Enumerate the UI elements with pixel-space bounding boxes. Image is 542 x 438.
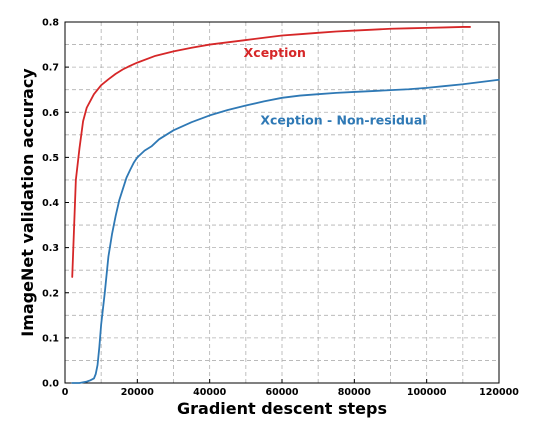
annotation-xception: Xception <box>244 45 306 60</box>
y-tick-label: 0.5 <box>42 153 59 164</box>
y-tick-label: 0.2 <box>42 288 59 299</box>
y-tick-label: 0.7 <box>42 63 59 74</box>
x-tick-label: 40000 <box>193 387 226 398</box>
y-tick-label: 0.4 <box>42 198 59 209</box>
y-tick-label: 0.8 <box>42 18 59 29</box>
y-tick-label: 0.3 <box>42 243 59 254</box>
y-axis-label: ImageNet validation accuracy <box>18 68 37 337</box>
x-axis-label: Gradient descent steps <box>177 399 387 418</box>
x-tick-label: 60000 <box>265 387 298 398</box>
x-tick-label: 80000 <box>338 387 371 398</box>
x-axis-ticks: 0 20000 40000 60000 80000 100000 120000 <box>62 379 520 398</box>
x-tick-label: 120000 <box>479 387 519 398</box>
series-layer <box>72 27 499 383</box>
y-tick-label: 0.1 <box>42 333 59 344</box>
series-annotations: Xception Xception - Non-residual <box>244 45 427 127</box>
x-tick-label: 100000 <box>407 387 447 398</box>
x-tick-label: 20000 <box>121 387 154 398</box>
x-tick-label: 0 <box>62 387 69 398</box>
annotation-xception-non-residual: Xception - Non-residual <box>260 112 426 127</box>
y-tick-label: 0.6 <box>42 108 59 119</box>
grid-lines <box>65 22 499 383</box>
y-tick-label: 0.0 <box>42 379 59 390</box>
series-line-xception <box>72 27 470 277</box>
